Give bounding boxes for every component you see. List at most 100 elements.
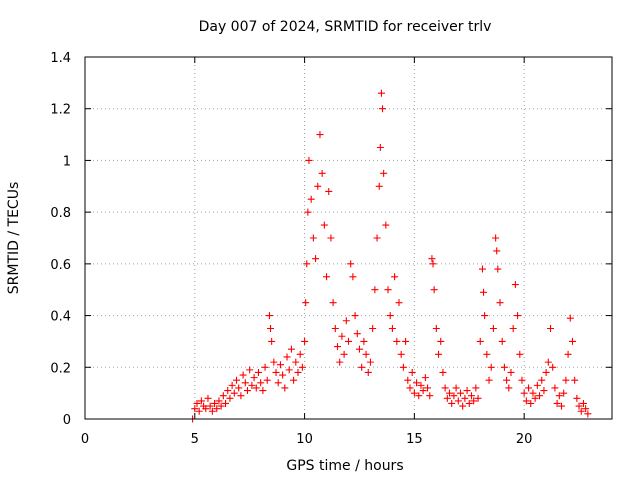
data-point	[366, 358, 374, 366]
data-point	[467, 392, 475, 400]
data-point	[376, 144, 384, 151]
data-point	[579, 399, 587, 407]
data-point	[498, 337, 506, 345]
data-point	[481, 312, 489, 320]
data-point	[301, 337, 309, 345]
data-point	[487, 363, 495, 371]
data-point	[338, 332, 346, 340]
data-point	[426, 392, 434, 400]
data-point	[261, 363, 269, 371]
data-point	[553, 399, 561, 407]
data-point	[435, 350, 443, 358]
data-point	[432, 325, 440, 332]
data-point	[448, 399, 456, 407]
data-point	[243, 387, 251, 395]
data-point	[522, 397, 530, 405]
data-point	[241, 379, 249, 387]
data-point	[228, 381, 236, 389]
data-point	[452, 384, 460, 392]
data-point	[380, 169, 388, 177]
data-point	[250, 374, 258, 382]
data-point	[336, 358, 344, 366]
data-point	[413, 379, 421, 387]
data-point	[443, 394, 451, 402]
data-point	[217, 402, 225, 410]
data-point	[270, 358, 278, 366]
data-point	[235, 384, 243, 392]
data-point	[287, 345, 295, 353]
data-point	[379, 105, 387, 113]
data-point	[371, 286, 379, 294]
data-point	[518, 376, 526, 384]
data-point	[296, 350, 304, 358]
data-point	[281, 384, 289, 392]
data-point	[193, 399, 201, 407]
data-point	[540, 387, 548, 395]
data-point	[456, 389, 464, 397]
data-point	[531, 394, 539, 402]
data-point	[450, 392, 458, 400]
data-point	[516, 350, 524, 358]
data-point	[202, 405, 210, 413]
data-point	[573, 394, 581, 402]
data-point	[382, 221, 390, 229]
data-point	[470, 397, 478, 405]
data-point	[257, 379, 265, 387]
data-point	[292, 358, 300, 366]
data-point	[267, 325, 275, 332]
data-point	[566, 314, 574, 322]
data-point	[406, 384, 414, 392]
data-point	[415, 392, 423, 400]
data-point	[395, 299, 403, 307]
x-tick-label: 20	[516, 432, 533, 447]
data-point	[557, 402, 565, 410]
data-point	[549, 363, 557, 371]
data-point	[219, 392, 227, 400]
y-tick-label: 1.2	[50, 103, 71, 118]
data-point	[584, 410, 592, 418]
data-point	[340, 350, 348, 358]
data-point	[222, 399, 230, 407]
data-point	[509, 325, 517, 332]
data-point	[302, 299, 310, 307]
data-point	[312, 255, 320, 263]
data-point	[503, 376, 511, 384]
data-point	[351, 312, 359, 320]
data-point	[360, 337, 368, 345]
data-point	[309, 234, 317, 242]
data-point	[430, 286, 438, 294]
data-point	[268, 337, 276, 345]
chart-title: Day 007 of 2024, SRMTID for receiver trl…	[199, 19, 492, 35]
data-point	[441, 384, 449, 392]
data-point	[224, 387, 232, 395]
axis-ticks: 0 5 10 15 20 0 0.2 0.4 0.6 0.8 1 1.2 1.4	[50, 51, 612, 447]
data-point	[564, 350, 572, 358]
data-point	[463, 387, 471, 395]
data-point	[493, 247, 501, 255]
data-point	[485, 376, 493, 384]
y-tick-label: 1.4	[50, 51, 71, 66]
data-point	[206, 402, 214, 410]
data-point	[505, 384, 513, 392]
data-point	[353, 330, 361, 338]
data-point	[349, 273, 357, 281]
data-point	[404, 376, 412, 384]
data-point	[369, 325, 377, 332]
data-point	[239, 371, 247, 379]
data-point	[575, 402, 583, 410]
data-point	[208, 407, 216, 415]
x-tick-label: 10	[296, 432, 313, 447]
data-point	[211, 399, 219, 407]
data-point	[331, 325, 339, 332]
data-point	[191, 405, 199, 413]
data-point	[276, 361, 284, 369]
data-points	[189, 89, 592, 423]
y-tick-label: 0	[63, 413, 71, 428]
data-point	[421, 374, 429, 382]
data-point	[424, 384, 432, 392]
data-point	[279, 371, 287, 379]
data-point	[377, 89, 385, 97]
data-point	[320, 221, 328, 229]
data-point	[226, 394, 234, 402]
